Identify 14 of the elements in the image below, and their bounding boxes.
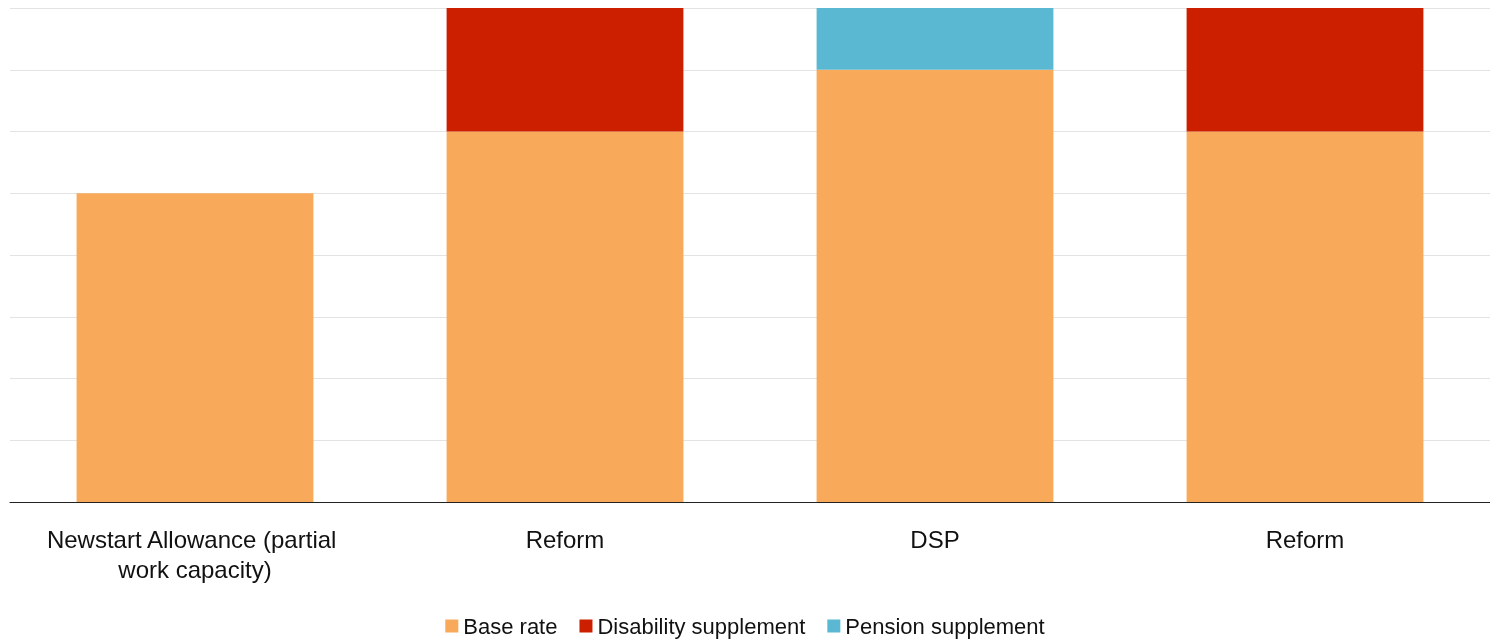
bar [816, 69, 1054, 502]
x-tick-label: Newstart Allowance (partial work capacity) [46, 525, 344, 583]
legend-label: Base rate [463, 613, 558, 639]
legend-label: Pension supplement [845, 613, 1045, 639]
x-tick-label: DSP [910, 525, 960, 553]
bar [446, 8, 684, 132]
bar [816, 8, 1054, 70]
bar [1186, 131, 1424, 502]
legend-label: Disability supplement [597, 613, 806, 639]
bar [76, 193, 314, 502]
bar [1186, 8, 1424, 132]
x-tick-label: Reform [1265, 525, 1345, 553]
x-tick-label: Reform [525, 525, 605, 553]
bar [446, 131, 684, 502]
